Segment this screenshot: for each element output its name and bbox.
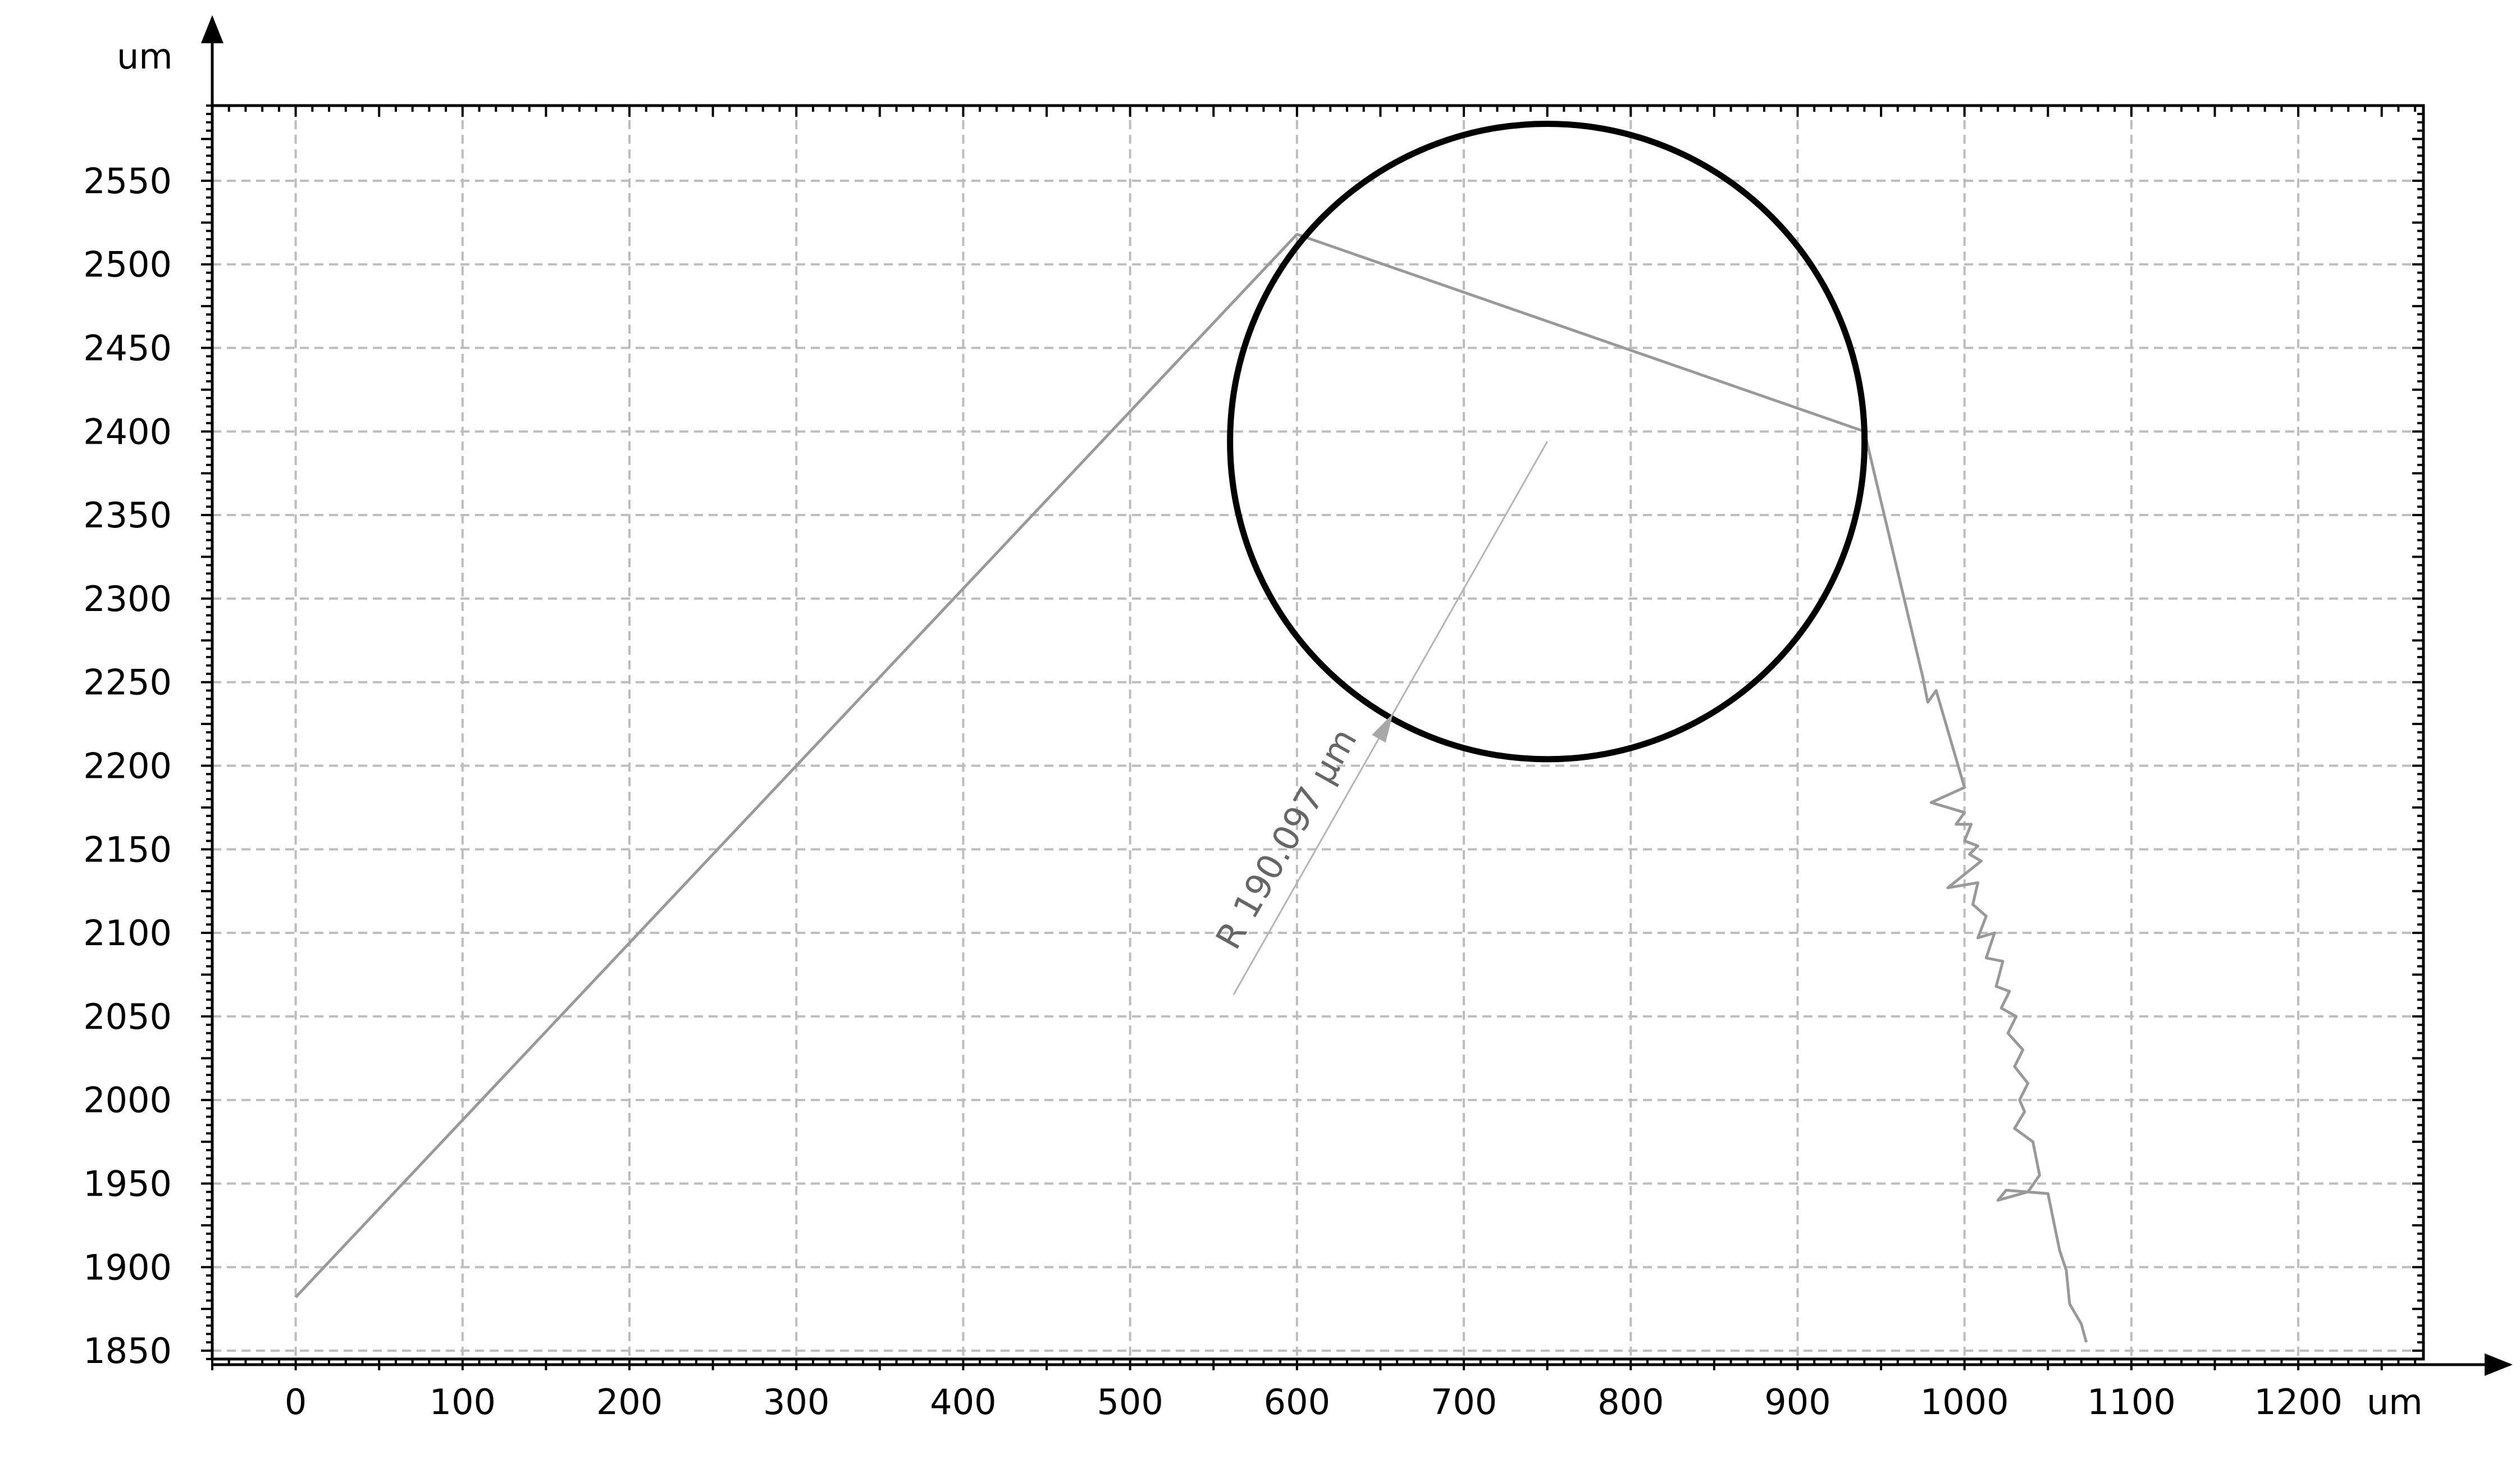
y-axis-unit-label: um xyxy=(117,36,173,77)
radius-arrowhead xyxy=(1372,713,1394,743)
x-tick-label: 500 xyxy=(1097,1382,1163,1422)
y-tick-label: 1850 xyxy=(83,1330,172,1371)
x-tick-label: 1100 xyxy=(2087,1382,2176,1422)
y-tick-label: 2100 xyxy=(83,913,172,954)
plot-border xyxy=(211,104,2425,1361)
x-tick-label: 600 xyxy=(1264,1382,1330,1422)
axis-ticks xyxy=(201,104,2423,1370)
radius-annotation: R 190.097 μm xyxy=(1208,441,1548,995)
x-tick-label: 700 xyxy=(1431,1382,1497,1422)
y-tick-label: 2150 xyxy=(83,829,172,870)
x-tick-label: 1200 xyxy=(2254,1382,2343,1422)
x-tick-label: 200 xyxy=(596,1382,663,1422)
x-tick-label: 400 xyxy=(930,1382,996,1422)
plot-frame xyxy=(211,104,2425,1361)
y-tick-label: 2550 xyxy=(83,161,172,202)
radius-label: R 190.097 μm xyxy=(1208,722,1365,956)
profile-line xyxy=(294,232,2088,1343)
profile-series xyxy=(294,232,2088,1343)
y-tick-label: 1950 xyxy=(83,1164,172,1205)
y-tick-label: 2050 xyxy=(83,996,172,1037)
y-tick-label: 2350 xyxy=(83,495,172,536)
fitted-circle-group xyxy=(1227,120,1868,763)
y-tick-label: 2250 xyxy=(83,662,172,703)
x-tick-label: 0 xyxy=(285,1382,307,1422)
x-tick-label: 900 xyxy=(1764,1382,1830,1422)
x-tick-label: 800 xyxy=(1597,1382,1664,1422)
y-tick-label: 2300 xyxy=(83,578,172,619)
grid xyxy=(212,106,2423,1359)
y-tick-label: 2200 xyxy=(83,746,172,787)
y-tick-label: 2450 xyxy=(83,328,172,369)
x-axis-unit-label: um xyxy=(2367,1382,2423,1422)
y-tick-label: 2500 xyxy=(83,244,172,285)
x-tick-label: 100 xyxy=(430,1382,496,1422)
x-tick-label: 1000 xyxy=(1920,1382,2009,1422)
y-tick-label: 1900 xyxy=(83,1247,172,1288)
x-tick-label: 300 xyxy=(763,1382,829,1422)
fitted-circle xyxy=(1227,120,1868,763)
axis-arrows xyxy=(201,15,2513,1376)
y-tick-label: 2400 xyxy=(83,411,172,452)
axis-labels: 0 100 200 300 400 500 600 700 800 900 1000 1100 1200… xyxy=(83,161,2343,1422)
y-tick-label: 2000 xyxy=(83,1080,172,1121)
